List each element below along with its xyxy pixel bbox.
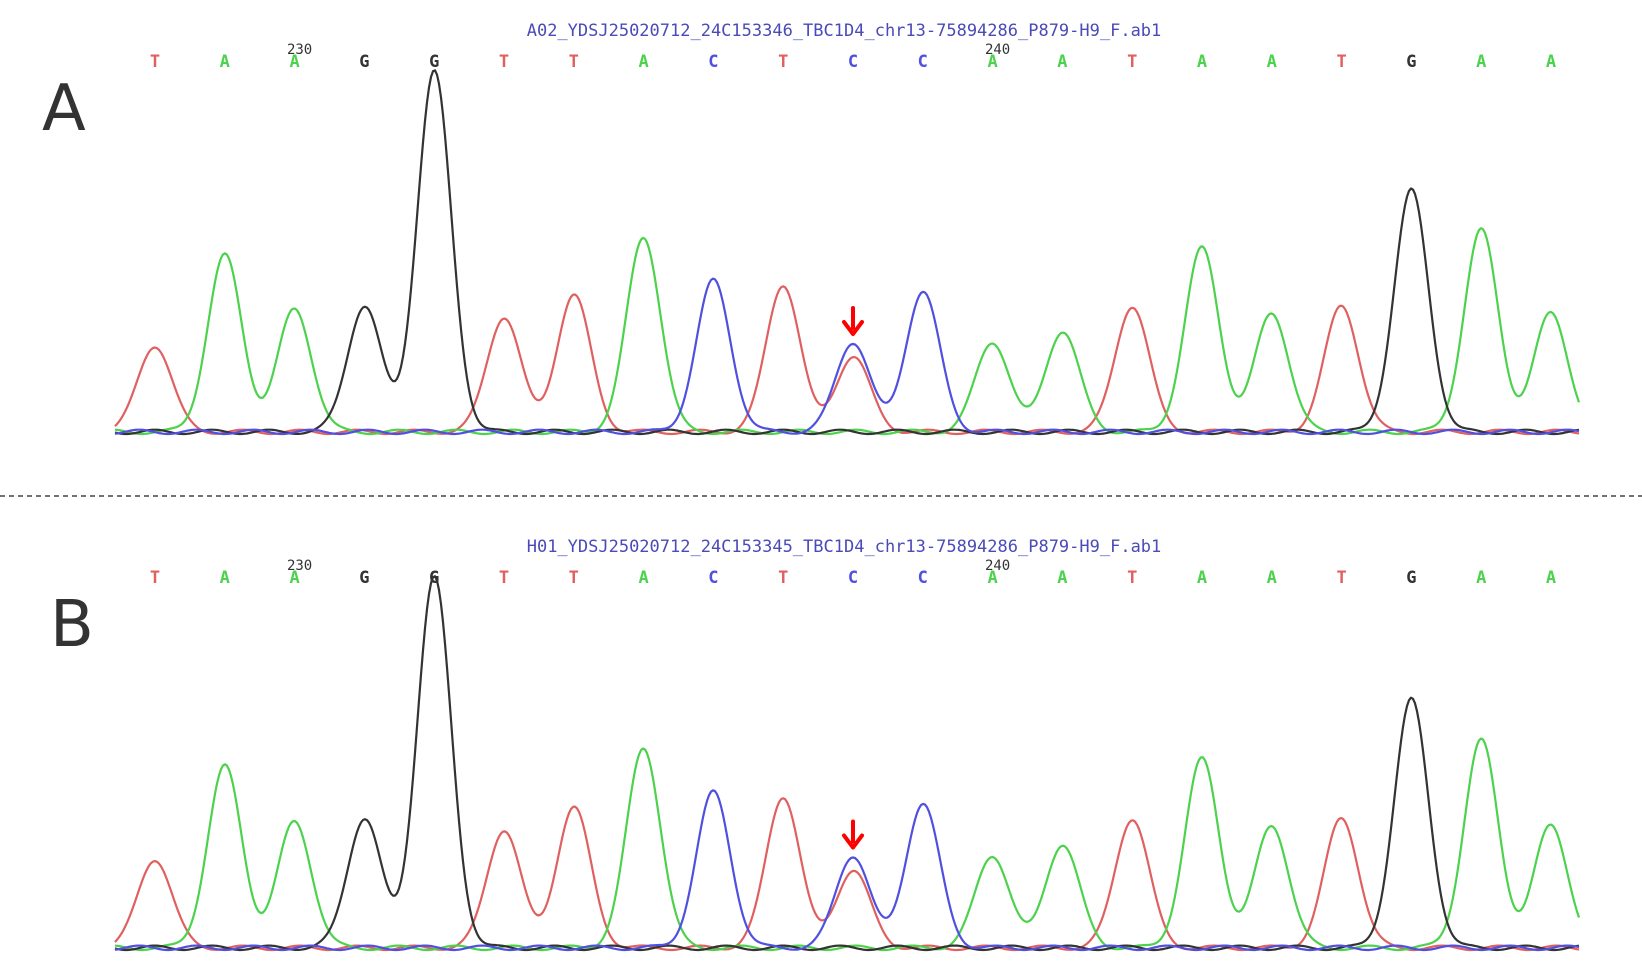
trace-G-channel (114, 575, 1580, 952)
trace-T-channel (114, 285, 1580, 436)
panel-letter: A (42, 72, 86, 146)
base-call: A (1476, 52, 1486, 72)
base-call: A (1476, 568, 1486, 588)
base-call: G (429, 568, 439, 588)
base-call: A (1267, 568, 1277, 588)
base-call: A (289, 568, 299, 588)
base-call: T (569, 568, 579, 588)
base-call: T (778, 568, 788, 588)
trace-C-channel (114, 789, 1580, 952)
base-call: C (848, 52, 858, 72)
base-call: G (359, 52, 369, 72)
base-call: A (638, 568, 648, 588)
base-call: A (1057, 568, 1067, 588)
variant-arrow-layer (842, 306, 864, 336)
trace-area (114, 575, 1581, 952)
position-label-row: 230 240 (287, 42, 1010, 58)
base-call: T (778, 52, 788, 72)
trace-file-name: H01_YDSJ25020712_24C153345_TBC1D4_chr13-… (527, 537, 1162, 557)
base-call: A (220, 568, 230, 588)
base-call: A (638, 52, 648, 72)
base-call: C (918, 52, 928, 72)
position-label: 240 (985, 558, 1010, 574)
base-call: G (359, 568, 369, 588)
base-call: A (987, 52, 997, 72)
base-call: A (987, 568, 997, 588)
trace-area (114, 69, 1581, 436)
base-call: A (1546, 52, 1556, 72)
variant-arrow (842, 819, 864, 850)
position-label-row: 230 240 (287, 558, 1010, 574)
base-call: G (1406, 52, 1416, 72)
base-call: T (1336, 568, 1346, 588)
base-call: G (429, 52, 439, 72)
trace-T-channel (114, 797, 1580, 952)
base-call: T (569, 52, 579, 72)
base-call: A (289, 52, 299, 72)
base-call: T (150, 568, 160, 588)
base-call: T (499, 52, 509, 72)
position-label: 240 (985, 42, 1010, 58)
variant-arrow (842, 306, 864, 336)
trace-G-channel (114, 69, 1580, 436)
variant-arrow-layer (842, 819, 864, 850)
base-call: A (1197, 52, 1207, 72)
base-call: G (1406, 568, 1416, 588)
panel-letter: B (50, 588, 94, 662)
panel-a: A A02_YDSJ25020712_24C153346_TBC1D4_chr1… (42, 21, 1581, 436)
trace-C-channel (114, 277, 1580, 436)
base-call: A (1197, 568, 1207, 588)
base-call: A (1546, 568, 1556, 588)
base-call: C (918, 568, 928, 588)
base-call: A (220, 52, 230, 72)
base-call: T (1127, 52, 1137, 72)
base-call: C (708, 52, 718, 72)
position-label: 230 (287, 42, 312, 58)
base-call: T (150, 52, 160, 72)
position-label: 230 (287, 558, 312, 574)
base-call: T (1127, 568, 1137, 588)
base-call: A (1057, 52, 1067, 72)
base-call: C (708, 568, 718, 588)
base-call: T (1336, 52, 1346, 72)
base-call: A (1267, 52, 1277, 72)
base-call: C (848, 568, 858, 588)
trace-file-name: A02_YDSJ25020712_24C153346_TBC1D4_chr13-… (527, 21, 1162, 41)
base-call: T (499, 568, 509, 588)
panel-b: B H01_YDSJ25020712_24C153345_TBC1D4_chr1… (50, 537, 1581, 952)
